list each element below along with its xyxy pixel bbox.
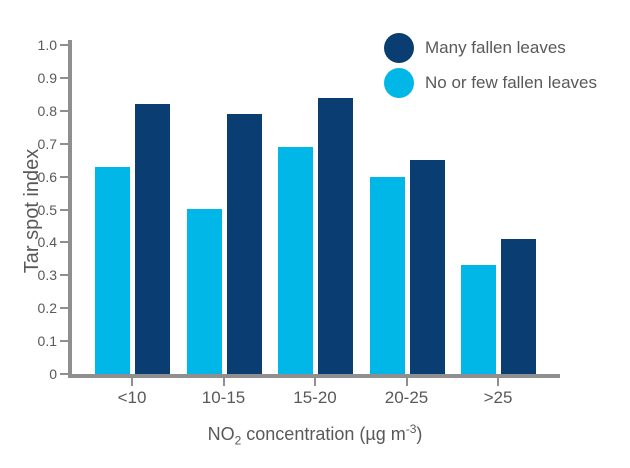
x-axis-title-suffix: )	[416, 424, 423, 444]
y-axis-tick-label: 0.7	[37, 135, 57, 152]
x-axis-category-label: 15-20	[293, 388, 337, 407]
y-axis-tick	[60, 340, 68, 343]
x-axis-tick	[497, 378, 499, 386]
x-axis-title-subscript: 2	[234, 433, 242, 448]
x-axis-tick	[222, 378, 225, 386]
y-axis-tick	[60, 307, 68, 310]
y-axis-tick-label: 0.4	[37, 234, 57, 251]
y-axis-tick-label: 1.0	[37, 37, 57, 53]
x-axis-tick	[131, 378, 133, 386]
bar-many-fallen-leaves->25	[501, 239, 536, 374]
x-axis-tick	[314, 378, 316, 386]
y-axis-tick-label: 0.5	[37, 201, 57, 218]
y-axis-tick	[60, 109, 68, 112]
y-axis-tick	[60, 142, 68, 145]
bar-many-fallen-leaves-15-20	[318, 98, 353, 374]
x-axis-category-label: <10	[117, 388, 147, 407]
y-axis-tick-label: 0.8	[37, 102, 57, 119]
x-axis-title-superscript: -3	[405, 422, 417, 436]
bar-no-or-few-fallen-leaves-15-20	[278, 147, 313, 374]
legend-item-many-fallen-leaves: Many fallen leaves	[384, 33, 566, 63]
legend-item-no-or-few-fallen-leaves: No or few fallen leaves	[384, 68, 597, 98]
y-axis-tick-label: 0	[49, 366, 57, 382]
x-axis-category-label: >25	[483, 388, 513, 407]
legend-label: Many fallen leaves	[425, 38, 566, 57]
bar-many-fallen-leaves-<10	[135, 104, 170, 374]
y-axis-tick-label: 0.3	[37, 267, 57, 284]
y-axis-tick	[60, 241, 68, 244]
y-axis-tick	[60, 175, 68, 178]
x-axis-title-prefix: NO	[207, 424, 235, 444]
x-axis-category-label: 20-25	[384, 388, 429, 407]
x-axis-tick	[405, 378, 408, 386]
bar-many-fallen-leaves-20-25	[409, 160, 445, 374]
bar-no-or-few-fallen-leaves->25	[461, 265, 496, 374]
x-axis-line	[68, 374, 560, 378]
y-axis-tick-label: 0.1	[37, 333, 57, 350]
y-axis-tick	[60, 44, 68, 46]
y-axis-tick	[60, 76, 68, 79]
legend-label: No or few fallen leaves	[425, 73, 597, 92]
y-axis-tick	[60, 274, 68, 277]
x-axis-category-label: 10-15	[201, 388, 246, 407]
bar-many-fallen-leaves-10-15	[226, 114, 262, 374]
y-axis-line	[68, 40, 72, 378]
y-axis-tick-label: 0.2	[37, 300, 57, 317]
bar-no-or-few-fallen-leaves-20-25	[369, 177, 405, 374]
bar-no-or-few-fallen-leaves-10-15	[186, 209, 222, 374]
legend-swatch-few-icon	[384, 68, 414, 98]
y-axis-tick-label: 0.6	[37, 168, 57, 185]
y-axis-tick	[60, 208, 68, 211]
y-axis-tick-label: 0.9	[37, 69, 57, 86]
bar-no-or-few-fallen-leaves-<10	[95, 167, 130, 374]
legend-swatch-many-icon	[384, 33, 414, 63]
x-axis-title: NO2 concentration (µg m-3)	[90, 422, 540, 448]
x-axis-title-mid: concentration (µg m	[241, 424, 406, 444]
y-axis-tick	[60, 373, 68, 375]
